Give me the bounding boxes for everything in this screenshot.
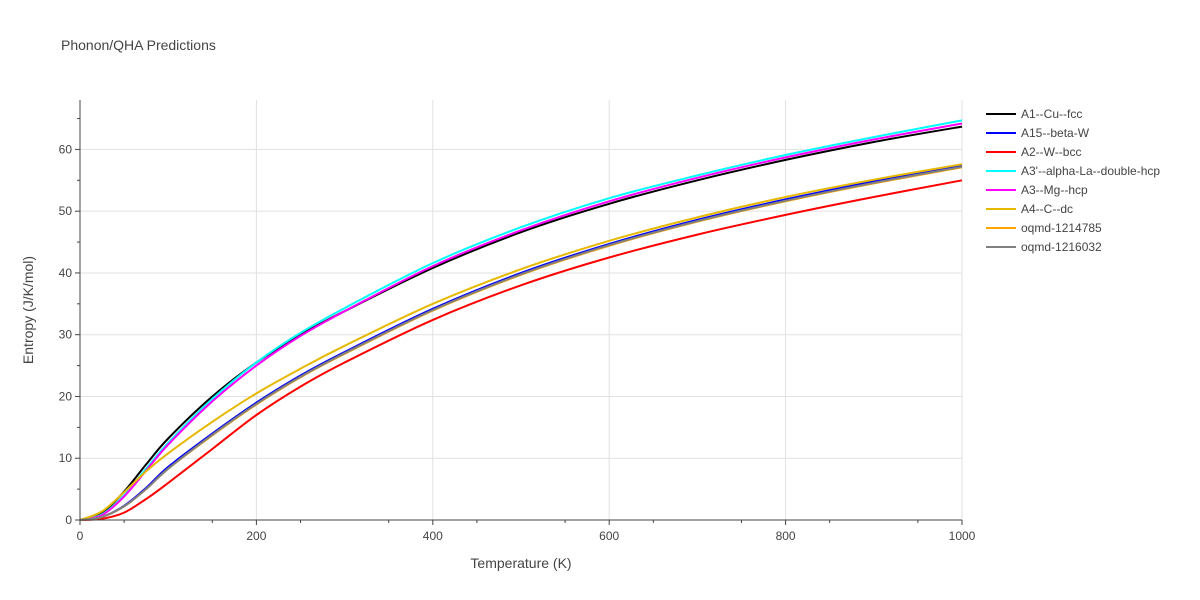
series-line-a1-cu-fcc [79, 125, 963, 521]
y-tick-label: 60 [59, 142, 73, 156]
y-tick-label: 10 [59, 451, 73, 465]
y-tick-label: 30 [59, 328, 73, 342]
legend-label-oqmd-1214785: oqmd-1214785 [1021, 221, 1102, 235]
x-tick-label: 600 [599, 529, 619, 543]
legend-label-a1-cu-fcc: A1--Cu--fcc [1021, 107, 1082, 121]
series-lines [79, 119, 963, 521]
y-axis-title: Entropy (J/K/mol) [20, 256, 36, 364]
series-line-oqmd-1214785 [79, 166, 963, 521]
legend-label-a15-beta-w: A15--beta-W [1021, 126, 1090, 140]
x-tick-label: 400 [423, 529, 443, 543]
tick-labels: 0 200 400 600 800 1000 0 10 20 30 40 50 60 [59, 142, 976, 543]
x-axis-title: Temperature (K) [470, 555, 571, 571]
x-tick-label: 800 [776, 529, 796, 543]
legend-label-a3-mg-hcp: A3--Mg--hcp [1021, 183, 1088, 197]
x-tick-label: 0 [77, 529, 84, 543]
series-line-a2-w-bcc [79, 179, 963, 521]
chart-title: Phonon/QHA Predictions [61, 37, 216, 53]
y-tick-label: 20 [59, 389, 73, 403]
x-tick-label: 1000 [949, 529, 976, 543]
series-line-a3-mg-hcp [79, 122, 963, 521]
series-line-oqmd-1216032 [79, 165, 963, 521]
y-tick-label: 40 [59, 266, 73, 280]
axes [75, 100, 963, 525]
legend-label-a3-alpha-la-double-hcp: A3'--alpha-La--double-hcp [1021, 164, 1160, 178]
series-line-a4-c-dc [79, 163, 963, 521]
series-line-a15-beta-w [79, 165, 963, 521]
legend-label-a2-w-bcc: A2--W--bcc [1021, 145, 1081, 159]
series-line-a3-alpha-la-double-hcp [79, 119, 963, 521]
x-tick-label: 200 [246, 529, 266, 543]
legend-label-a4-c-dc: A4--C--dc [1021, 202, 1073, 216]
legend-label-oqmd-1216032: oqmd-1216032 [1021, 240, 1102, 254]
y-tick-label: 50 [59, 204, 73, 218]
y-tick-label: 0 [65, 513, 72, 527]
grid [80, 100, 963, 520]
legend: A1--Cu--fcc A15--beta-W A2--W--bcc A3'--alp… [986, 107, 1160, 254]
